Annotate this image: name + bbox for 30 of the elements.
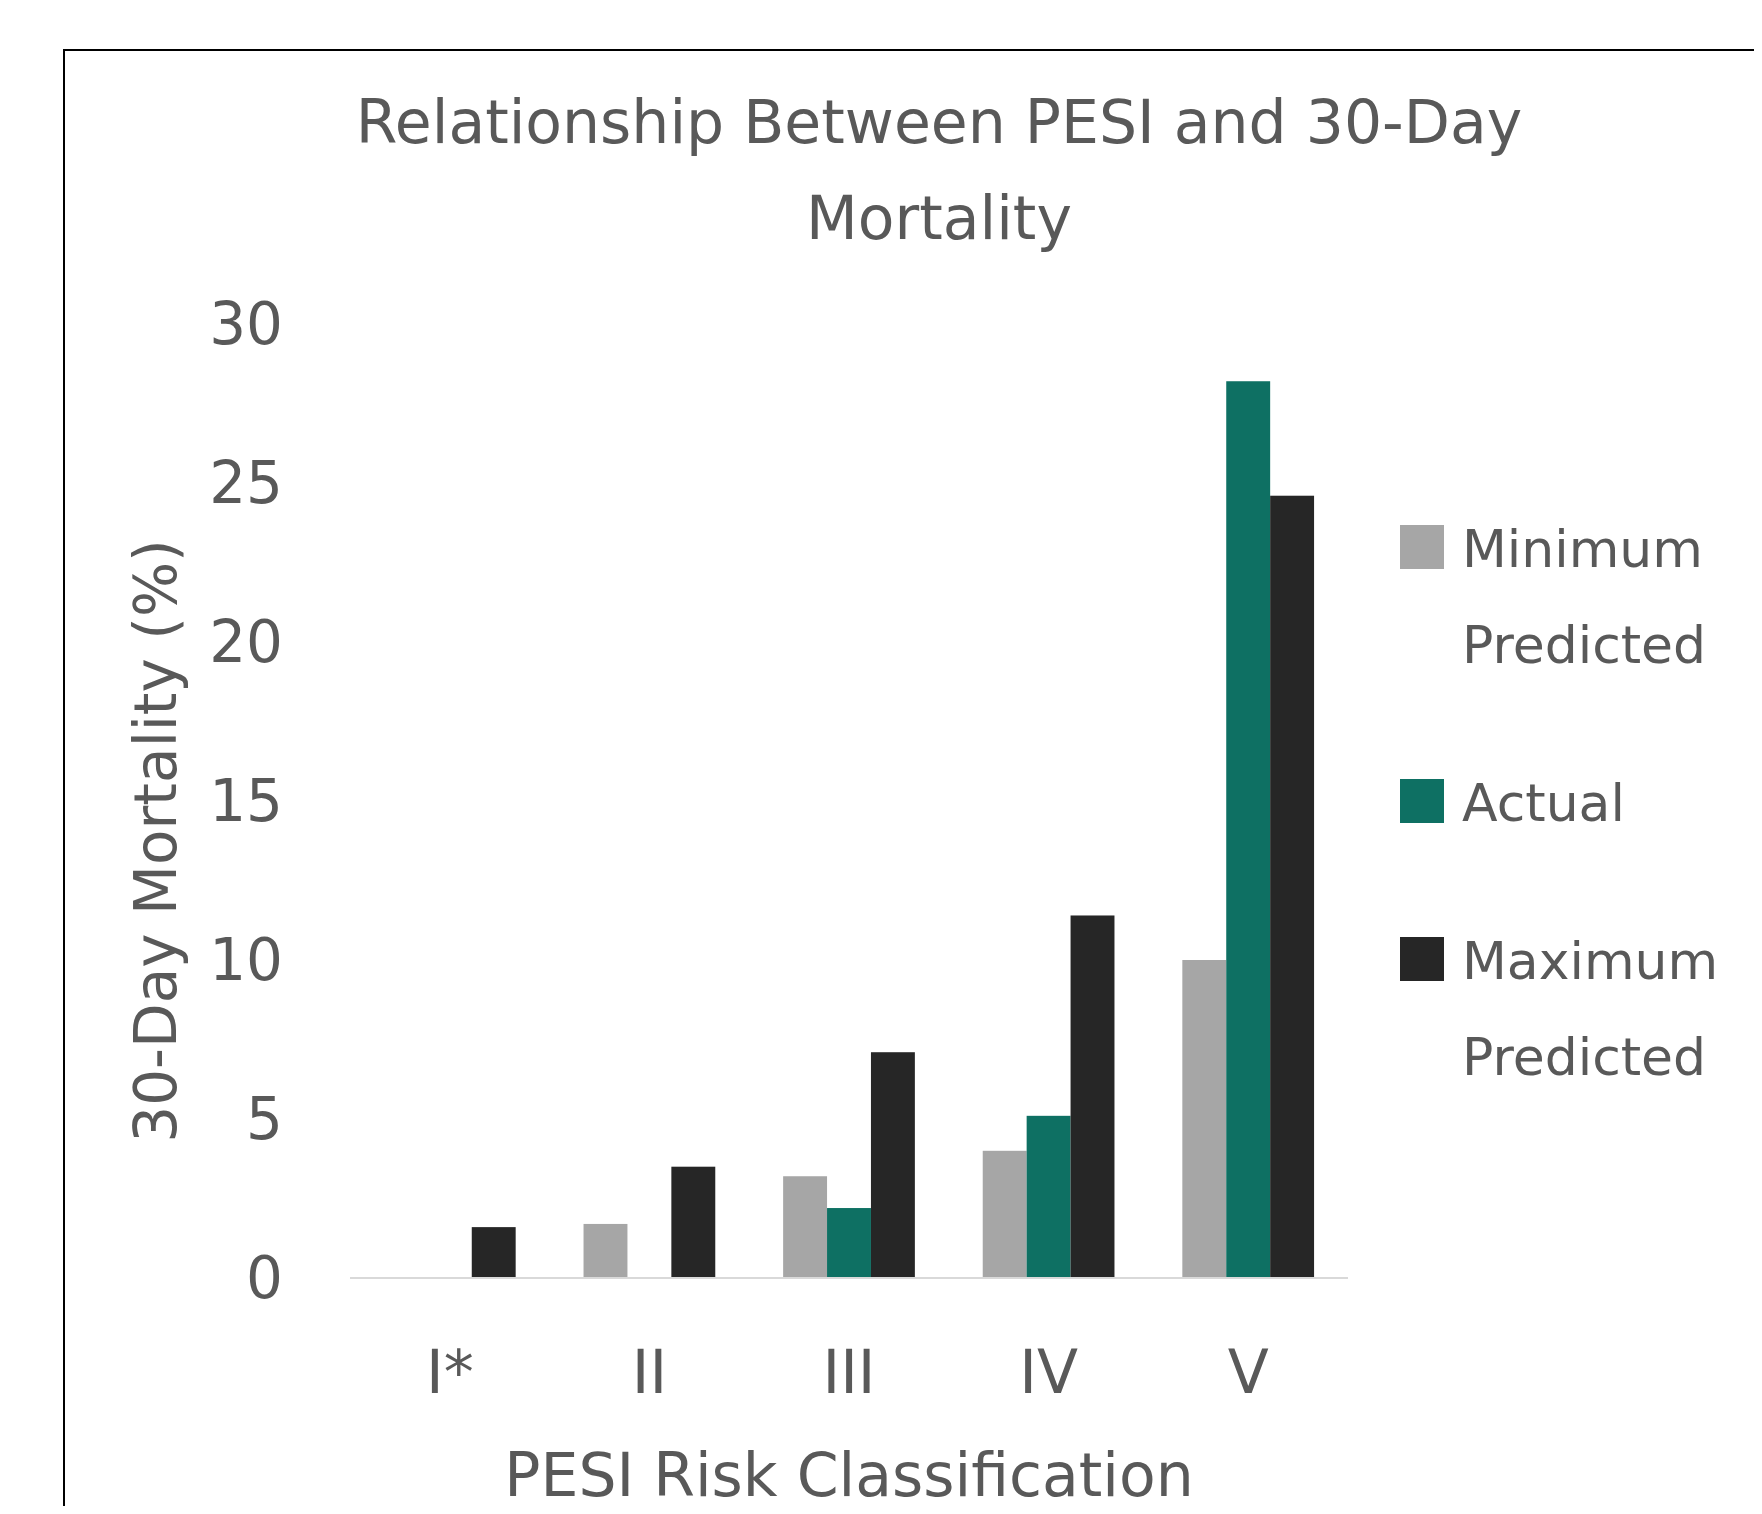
y-tick-label: 30 <box>209 290 283 359</box>
bar <box>1182 960 1227 1278</box>
y-axis-title: 30-Day Mortality (%) <box>122 539 190 1143</box>
y-tick-label: 10 <box>209 926 283 995</box>
bar <box>783 1176 828 1278</box>
chart-title: Relationship Between PESI and 30-Day Mortality <box>355 87 1523 253</box>
x-tick-label: I* <box>425 1337 474 1407</box>
x-tick-label: V <box>1227 1337 1269 1407</box>
legend-label: Maximum Predicted <box>1462 931 1719 1087</box>
x-axis-title: PESI Risk Classification <box>504 1440 1194 1510</box>
x-tick-label: III <box>822 1337 876 1407</box>
y-tick-label: 25 <box>209 449 283 518</box>
bar <box>671 1166 716 1278</box>
bar <box>982 1150 1027 1278</box>
legend-label: Actual <box>1462 773 1625 833</box>
x-tick-label: IV <box>1019 1337 1078 1407</box>
y-tick-label: 15 <box>209 767 283 836</box>
bar <box>583 1223 628 1278</box>
y-tick-label: 0 <box>246 1244 283 1313</box>
bar <box>1026 1115 1071 1278</box>
bar <box>1270 495 1315 1278</box>
bar <box>471 1227 516 1278</box>
bar <box>1070 915 1115 1278</box>
bar <box>870 1052 915 1278</box>
bar <box>827 1208 871 1278</box>
bar <box>1226 381 1271 1278</box>
legend-label: Minimum Predicted <box>1462 519 1707 675</box>
x-tick-label: II <box>631 1337 668 1407</box>
y-tick-label: 20 <box>209 608 283 677</box>
y-tick-label: 5 <box>246 1085 283 1154</box>
